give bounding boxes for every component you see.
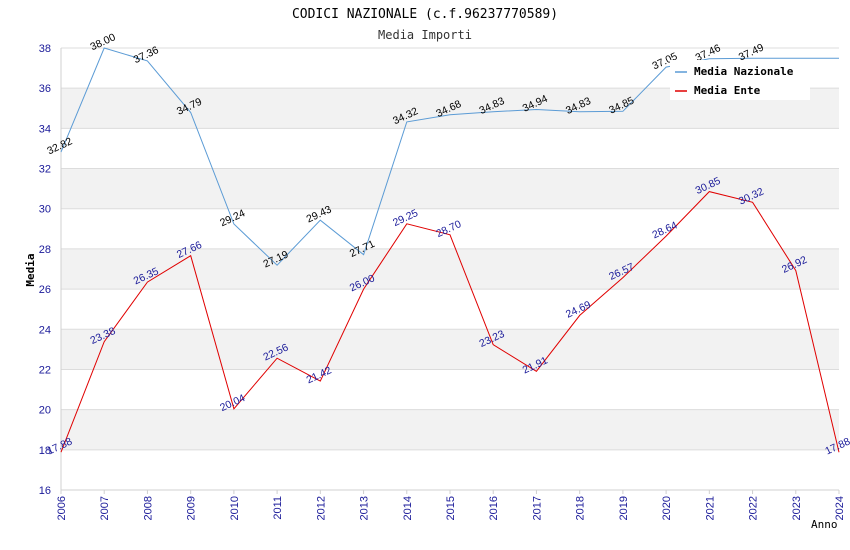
y-tick-label: 20 [39, 405, 51, 417]
x-tick-label: 2014 [402, 496, 414, 520]
series-line-media-nazionale [60, 47, 839, 266]
x-tick-label: 2018 [575, 496, 587, 520]
y-tick-label: 16 [39, 485, 51, 497]
legend-entry: Media Ente [694, 84, 761, 97]
x-tick-label: 2022 [748, 496, 760, 520]
x-tick-label: 2017 [531, 496, 543, 520]
data-label: 17.88 [45, 435, 74, 457]
x-tick-label: 2024 [834, 496, 846, 520]
x-tick-label: 2020 [661, 496, 673, 520]
x-tick-label: 2006 [56, 496, 68, 520]
x-axis-label: Anno [811, 518, 838, 531]
data-label: 28.64 [650, 219, 679, 241]
chart-subtitle: Media Importi [378, 28, 472, 42]
y-tick-label: 36 [39, 83, 51, 95]
legend-entry: Media Nazionale [694, 65, 794, 78]
legend-box [670, 60, 810, 100]
y-axis-ticks: 16 18 20 22 24 26 28 30 32 34 36 38 [39, 43, 51, 497]
x-tick-label: 2007 [99, 496, 111, 520]
gridlines [61, 47, 839, 491]
y-tick-label: 28 [39, 244, 51, 256]
band-30 [61, 168, 839, 209]
legend: Media Nazionale Media Ente [670, 60, 810, 100]
x-tick-label: 2012 [315, 496, 327, 520]
data-label: 29.24 [218, 207, 247, 229]
x-tick-label: 2021 [704, 496, 716, 520]
plot-background-bands [61, 88, 839, 450]
y-tick-label: 22 [39, 364, 51, 376]
y-tick-label: 26 [39, 284, 51, 296]
y-tick-label: 24 [39, 324, 51, 336]
y-tick-label: 32 [39, 164, 51, 176]
data-label: 37.36 [132, 44, 161, 66]
chart-title: CODICI NAZIONALE (c.f.96237770589) [292, 7, 558, 22]
data-label: 32.82 [45, 135, 74, 157]
y-tick-label: 34 [39, 123, 51, 135]
x-axis-ticks: 2006 2007 2008 2009 2010 2011 2012 2013 2014 2015… [56, 490, 846, 520]
data-label: 28.70 [434, 218, 463, 240]
series-line-media-ente [60, 191, 840, 453]
x-tick-label: 2009 [186, 496, 198, 520]
band-18 [61, 409, 839, 450]
y-tick-label: 30 [39, 204, 51, 216]
x-tick-label: 2015 [445, 496, 457, 520]
x-tick-label: 2010 [229, 496, 241, 520]
y-tick-label: 18 [39, 445, 51, 457]
y-tick-label: 38 [39, 43, 51, 55]
x-tick-label: 2011 [272, 496, 284, 520]
x-tick-label: 2019 [618, 496, 630, 520]
x-tick-label: 2013 [359, 496, 371, 520]
band-22 [61, 329, 839, 370]
x-tick-label: 2008 [142, 496, 154, 520]
x-tick-label: 2023 [791, 496, 803, 520]
x-tick-label: 2016 [488, 496, 500, 520]
series-group [60, 47, 840, 453]
y-axis-label: Media [24, 253, 37, 286]
